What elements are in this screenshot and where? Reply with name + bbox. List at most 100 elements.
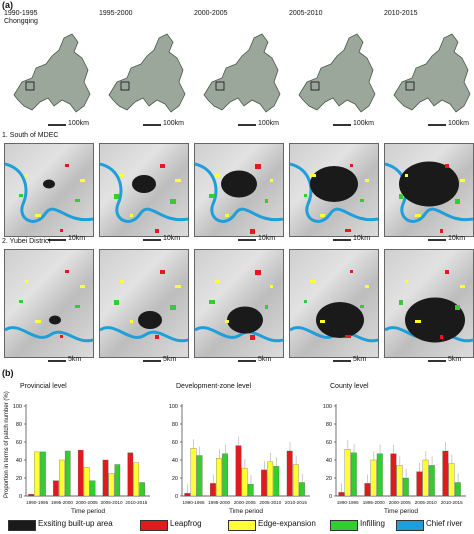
bar (428, 465, 435, 497)
y-tick-label: 60 (326, 440, 332, 446)
bar (77, 449, 84, 497)
x-tick-label: 1990-1995 (337, 500, 359, 505)
scale-label: 10km (68, 235, 86, 242)
x-tick-label: 2005-2010 (259, 500, 281, 505)
scale-label: 10km (448, 235, 466, 242)
bar (127, 452, 134, 497)
scale-bar (333, 124, 351, 126)
scale-label: 100km (448, 120, 470, 127)
bar (196, 455, 203, 497)
chongqing-map (203, 33, 281, 113)
bar (190, 448, 197, 497)
bar (376, 453, 383, 497)
bar (114, 464, 121, 497)
legend-label: Exsiting built-up area (38, 519, 113, 528)
urban-expansion-map (4, 249, 94, 358)
y-tick-label: 40 (326, 458, 332, 464)
x-axis-label: Time period (384, 508, 418, 515)
panel-a-tag: (a) (2, 0, 13, 10)
bar (370, 459, 377, 497)
y-tick-label: 0 (19, 494, 22, 500)
study-area-label: 2. Yubei District (2, 238, 51, 245)
bar (442, 450, 449, 497)
scale-label: 5km (353, 356, 367, 363)
period-label: 2010-2015 (384, 10, 418, 17)
bar (184, 493, 191, 497)
chongqing-map (108, 33, 186, 113)
x-tick-label: 2005-2010 (415, 500, 437, 505)
y-tick-label: 100 (323, 404, 332, 410)
x-tick-label: 1990-1995 (183, 500, 205, 505)
scale-bar (143, 360, 161, 362)
x-axis-label: Time period (229, 508, 263, 515)
urban-expansion-map (289, 249, 379, 358)
chart-title: Development-zone level (176, 383, 252, 390)
bar (108, 473, 115, 497)
bar (34, 451, 40, 497)
bar (216, 458, 222, 497)
scale-label: 100km (163, 120, 185, 127)
x-tick-label: 1995-2000 (51, 500, 73, 505)
x-tick-label: 2005-2010 (101, 500, 123, 505)
y-tick-label: 100 (169, 404, 178, 410)
bar (390, 453, 397, 497)
scale-label: 5km (258, 356, 272, 363)
urban-expansion-map (99, 143, 189, 237)
scale-label: 100km (68, 120, 90, 127)
scale-bar (48, 124, 66, 126)
urban-expansion-map (99, 249, 189, 358)
bar (338, 492, 345, 497)
bar (139, 482, 145, 497)
bar (344, 449, 351, 497)
scale-label: 10km (163, 235, 181, 242)
x-tick-label: 2010-2015 (441, 500, 463, 505)
y-tick-label: 80 (326, 422, 332, 428)
scale-bar (143, 124, 161, 126)
urban-expansion-map (384, 143, 474, 237)
y-tick-label: 80 (172, 422, 178, 428)
y-tick-label: 0 (329, 494, 332, 500)
bar (267, 461, 274, 497)
x-tick-label: 2000-2005 (389, 500, 411, 505)
scale-label: 10km (353, 235, 371, 242)
x-axis-label: Time period (71, 508, 105, 515)
bar (416, 471, 423, 497)
x-tick-label: 1995-2000 (363, 500, 385, 505)
y-tick-label: 100 (13, 404, 22, 410)
scale-bar (428, 239, 446, 241)
bar (89, 480, 96, 497)
legend-swatch (396, 520, 424, 531)
legend-swatch (228, 520, 256, 531)
bar (261, 469, 268, 497)
region-label-chongqing: Chongqing (4, 18, 38, 25)
scale-bar (428, 124, 446, 126)
urban-expansion-map (4, 143, 94, 237)
x-tick-label: 2010-2015 (285, 500, 307, 505)
panel-b-tag: (b) (2, 368, 14, 378)
y-tick-label: 20 (16, 476, 22, 482)
y-tick-label: 20 (172, 476, 178, 482)
legend-swatch (330, 520, 358, 531)
x-tick-label: 2000-2005 (234, 500, 256, 505)
period-label: 2005-2010 (289, 10, 323, 17)
scale-label: 10km (258, 235, 276, 242)
urban-expansion-map (384, 249, 474, 358)
bar (273, 466, 280, 497)
y-tick-label: 40 (16, 458, 22, 464)
bar (59, 459, 65, 497)
bar (299, 482, 305, 497)
urban-expansion-map (194, 249, 284, 358)
scale-bar (333, 360, 351, 362)
x-tick-label: 1995-2000 (208, 500, 230, 505)
bar (286, 450, 293, 497)
x-tick-label: 2000-2005 (76, 500, 98, 505)
bar (210, 483, 216, 497)
chongqing-map (13, 33, 91, 113)
bar (40, 451, 46, 497)
legend-label: Chief river (426, 519, 463, 528)
legend-label: Infilling (360, 519, 385, 528)
urban-expansion-map (194, 143, 284, 237)
bar (235, 445, 242, 497)
y-tick-label: 0 (175, 494, 178, 500)
bar (241, 467, 248, 497)
